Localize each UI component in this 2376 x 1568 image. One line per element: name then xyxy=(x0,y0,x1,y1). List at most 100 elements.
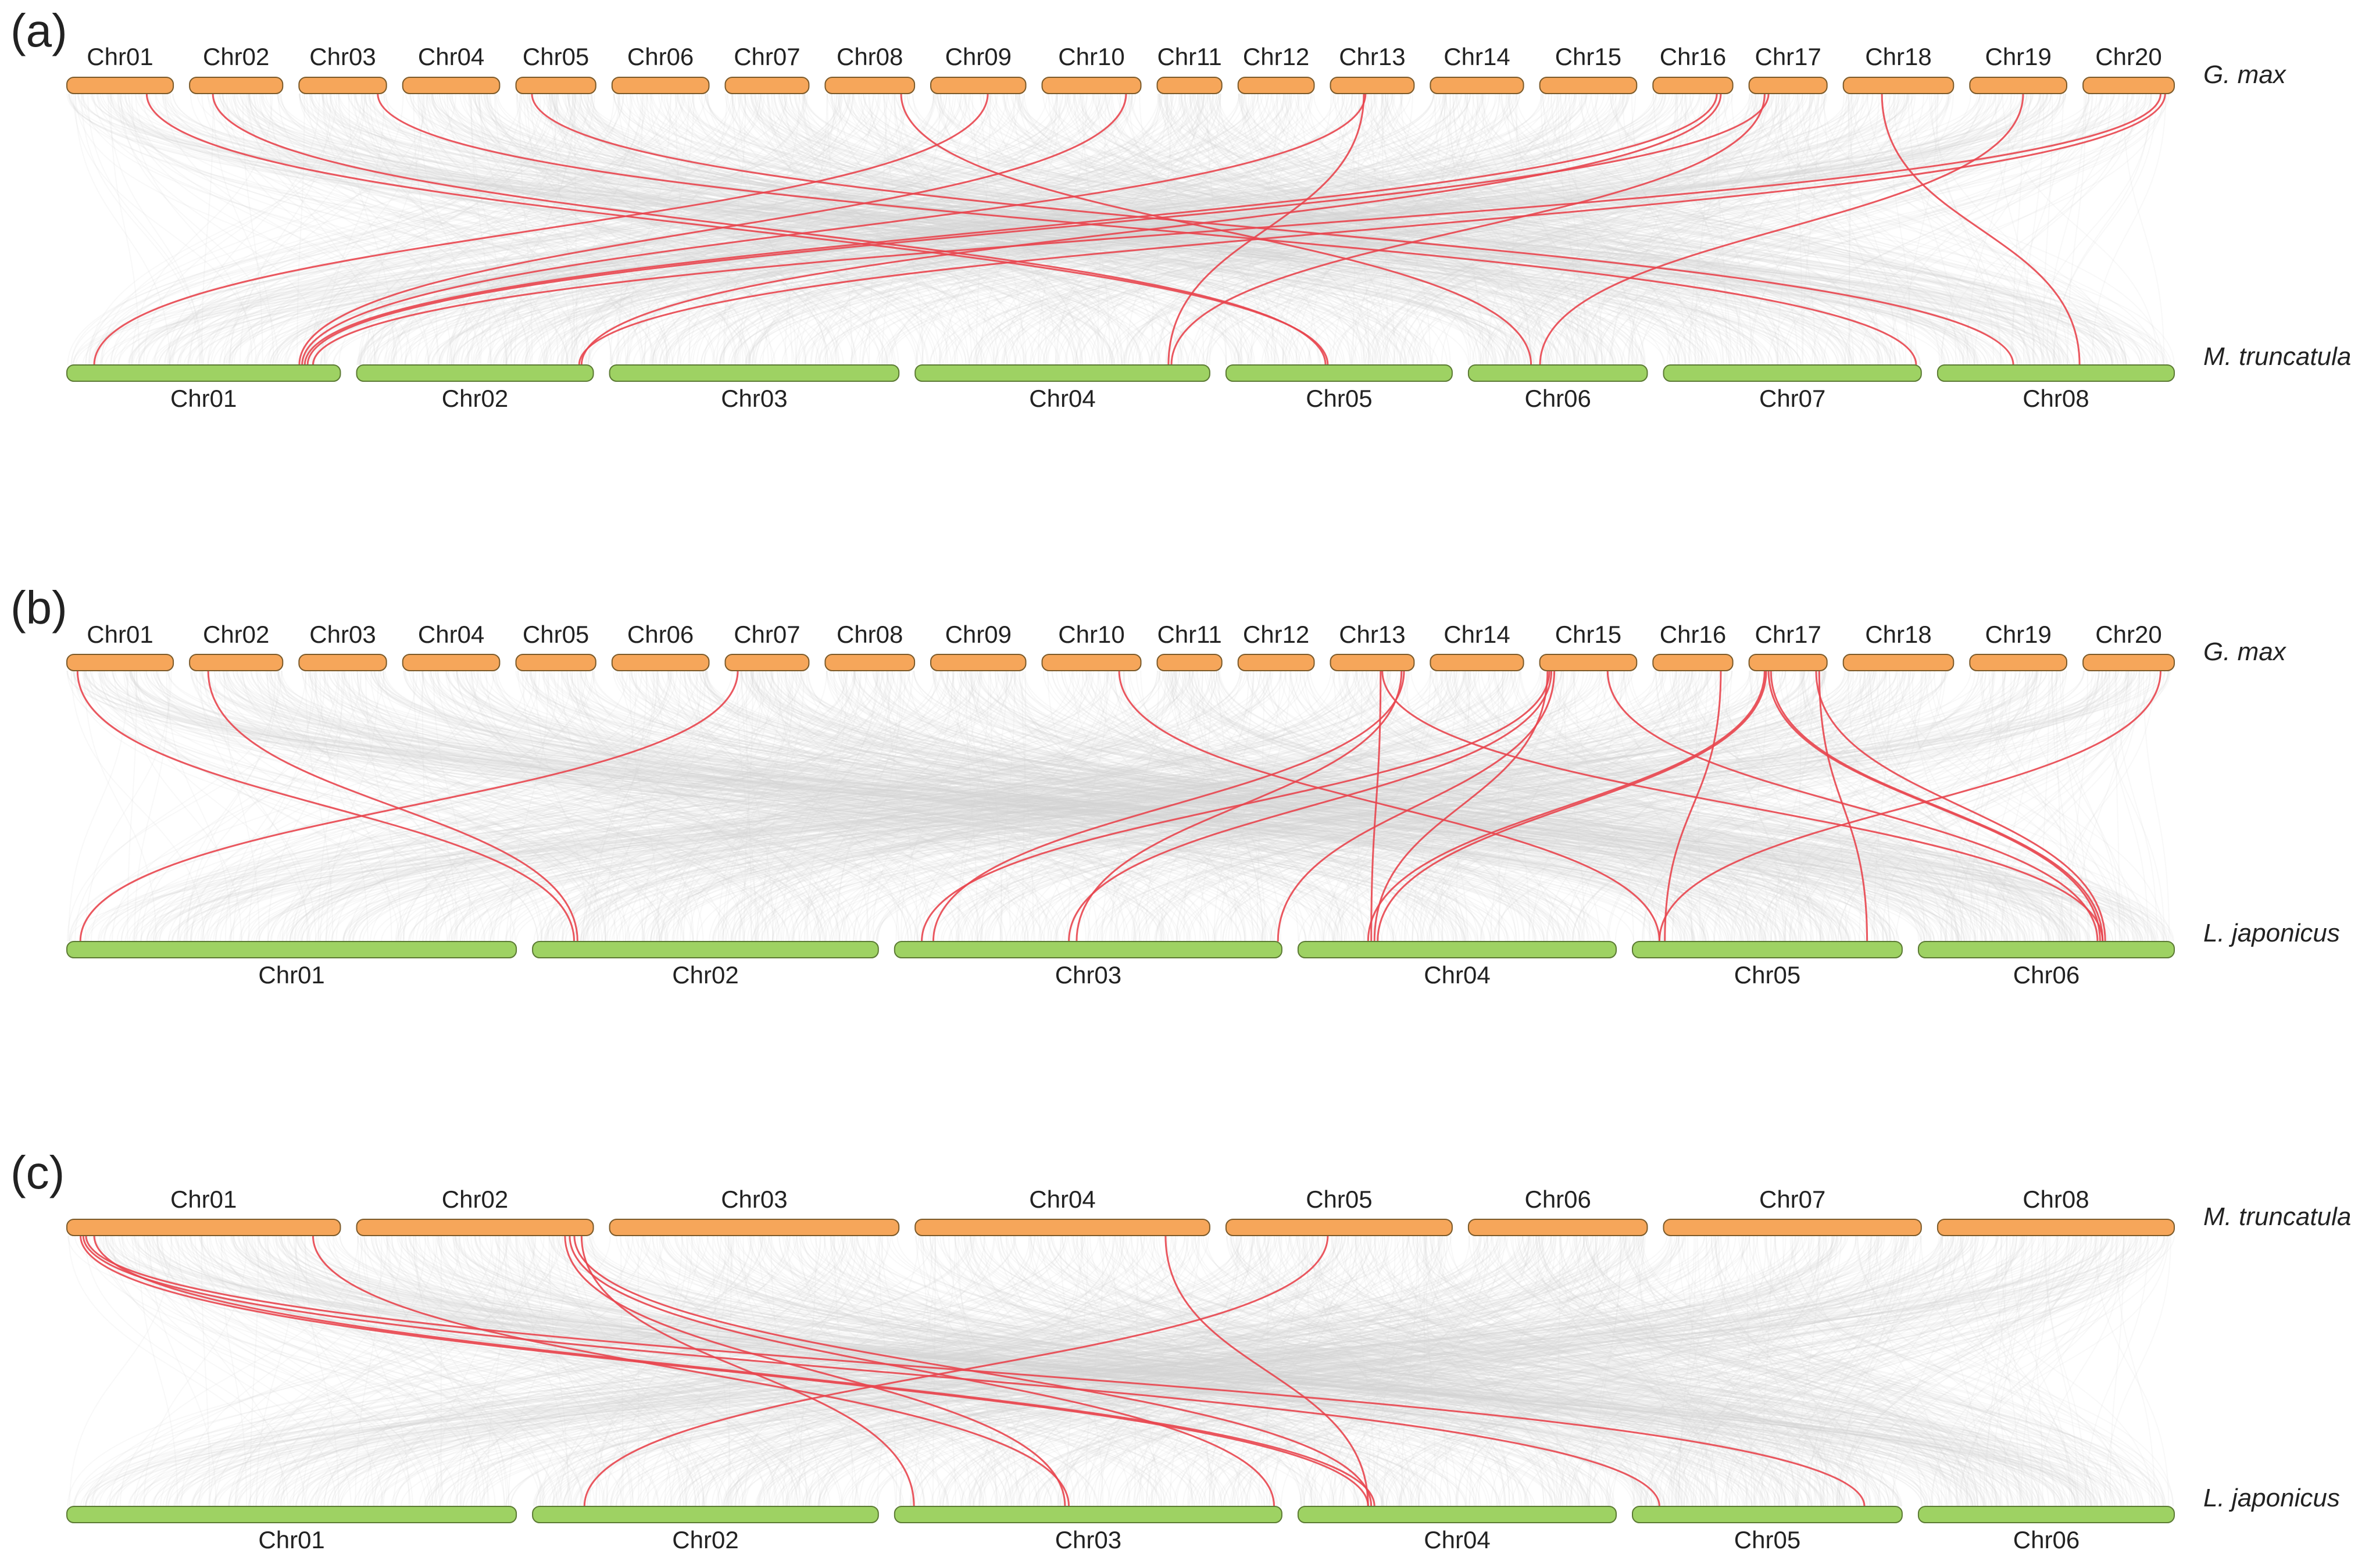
background-link xyxy=(328,670,967,942)
top-chromosome-label: Chr11 xyxy=(1157,621,1221,648)
background-link xyxy=(869,670,1477,942)
background-link xyxy=(571,93,1321,366)
background-link xyxy=(1683,670,1967,942)
background-link xyxy=(940,93,1179,366)
background-link xyxy=(1869,670,1983,942)
background-link xyxy=(1353,93,1760,366)
background-link xyxy=(844,670,1091,942)
background-link xyxy=(184,93,2163,366)
top-chromosome-label: Chr06 xyxy=(627,43,694,70)
background-link xyxy=(413,93,438,366)
background-link xyxy=(1062,670,2006,942)
background-link xyxy=(886,93,2016,366)
background-link xyxy=(746,93,2032,366)
background-link xyxy=(939,93,1687,366)
background-link xyxy=(1073,93,1840,366)
background-link xyxy=(767,93,969,366)
background-link xyxy=(1280,670,1729,942)
background-link xyxy=(1581,93,1724,366)
bottom-chromosome-bar xyxy=(609,364,900,382)
background-link xyxy=(1638,1235,1829,1507)
background-link xyxy=(431,93,1198,366)
background-link xyxy=(794,670,1280,942)
background-link xyxy=(1356,670,2077,942)
background-link xyxy=(109,670,1384,942)
background-link xyxy=(1557,93,1579,366)
background-link xyxy=(770,670,2050,942)
background-link xyxy=(891,670,1837,942)
background-link xyxy=(233,670,340,942)
background-link xyxy=(706,670,1571,942)
background-link xyxy=(256,670,685,942)
background-link xyxy=(242,93,263,366)
background-link xyxy=(436,670,670,942)
background-link xyxy=(1218,670,1266,942)
background-link xyxy=(133,1235,509,1507)
background-link xyxy=(724,93,1407,366)
background-link xyxy=(556,93,1585,366)
background-link xyxy=(788,93,1978,366)
bottom-chromosome-bar xyxy=(1917,1506,2175,1523)
panel-label: (a) xyxy=(10,5,67,56)
background-link xyxy=(941,670,1877,942)
background-link xyxy=(1002,670,1348,942)
background-link xyxy=(349,670,1401,942)
background-link xyxy=(1548,93,1786,366)
background-link xyxy=(353,93,548,366)
background-link xyxy=(1135,93,1501,366)
background-link xyxy=(921,93,1220,366)
background-link xyxy=(1650,1235,2093,1507)
background-link xyxy=(651,670,1029,942)
background-link xyxy=(1285,1235,2045,1507)
background-link xyxy=(290,670,1391,942)
background-link xyxy=(356,670,543,942)
background-link xyxy=(321,93,1115,366)
background-link xyxy=(277,670,1860,942)
background-link xyxy=(1021,93,1623,366)
background-link xyxy=(455,1235,684,1507)
background-link xyxy=(1199,670,1254,942)
background-link xyxy=(246,93,1516,366)
background-link xyxy=(125,93,569,366)
highlighted-link xyxy=(578,93,2166,366)
background-link xyxy=(1015,93,1790,366)
background-link xyxy=(134,670,170,942)
background-link xyxy=(153,670,1336,942)
background-link xyxy=(421,670,427,942)
background-link xyxy=(830,1235,1975,1507)
background-link xyxy=(112,93,998,366)
background-link xyxy=(1575,93,2168,366)
background-link xyxy=(1751,93,2124,366)
bottom-chromosome-label: Chr04 xyxy=(1424,1526,1490,1553)
background-link xyxy=(692,93,1183,366)
background-link xyxy=(1980,670,2111,942)
background-link xyxy=(1813,93,2164,366)
background-link xyxy=(212,93,1518,366)
background-link xyxy=(296,670,1452,942)
background-link xyxy=(723,93,800,366)
background-link xyxy=(324,93,385,366)
background-link xyxy=(74,93,170,366)
background-link xyxy=(237,93,1532,366)
background-link xyxy=(688,1235,1881,1507)
background-link xyxy=(1167,670,2108,942)
background-link xyxy=(1201,670,1237,942)
background-link xyxy=(459,670,1710,942)
background-link xyxy=(102,93,1870,366)
background-link xyxy=(1966,1235,2058,1507)
background-link xyxy=(1296,1235,2128,1507)
background-link xyxy=(1622,93,1708,366)
background-link xyxy=(1465,670,1842,942)
background-link xyxy=(899,670,1782,942)
background-link xyxy=(90,93,2059,366)
background-link xyxy=(67,670,1784,942)
bottom-chromosome-bar xyxy=(1917,941,2175,958)
background-link xyxy=(1197,670,1394,942)
background-link xyxy=(744,670,753,942)
background-link xyxy=(1277,670,1887,942)
background-link xyxy=(110,93,593,366)
background-link xyxy=(403,670,754,942)
background-link xyxy=(165,93,759,366)
background-link xyxy=(1514,93,1575,366)
background-link xyxy=(753,93,2018,366)
